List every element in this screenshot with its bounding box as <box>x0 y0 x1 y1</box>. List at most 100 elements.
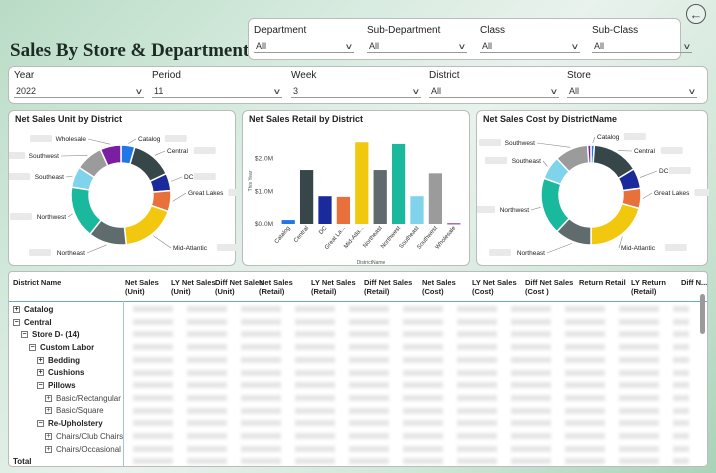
donut-label: Northeast <box>57 250 85 257</box>
collapse-icon[interactable]: − <box>21 331 28 339</box>
column-header[interactable]: LY Net Sales (Unit) <box>171 278 216 296</box>
slicer-dropdown[interactable]: 11 ∨ <box>152 85 282 98</box>
slicer-dropdown[interactable]: All ∨ <box>367 40 467 53</box>
slicer-store[interactable]: Store All ∨ <box>567 70 697 98</box>
expand-icon[interactable]: + <box>45 445 52 453</box>
x-axis-label: DistrictName <box>357 260 386 266</box>
slicer-week[interactable]: Week 3 ∨ <box>291 70 421 98</box>
slicer-class[interactable]: Class All ∨ <box>480 25 580 53</box>
slicer-department[interactable]: Department All ∨ <box>254 25 354 53</box>
chevron-down-icon: ∨ <box>344 41 354 51</box>
collapse-icon[interactable]: − <box>37 382 44 390</box>
column-header[interactable]: Net Sales (Cost) <box>422 278 456 296</box>
table-row[interactable]: Total <box>9 455 693 466</box>
row-label: Re-Upholstery <box>48 419 103 429</box>
donut-slice-wholesale[interactable] <box>99 144 122 167</box>
bar-southwest[interactable] <box>428 173 443 224</box>
bar-catalog[interactable] <box>281 220 295 224</box>
vertical-scrollbar[interactable] <box>700 294 705 334</box>
blurred-value <box>228 189 237 196</box>
slicer-dropdown[interactable]: 2022 ∨ <box>14 85 144 98</box>
table-row[interactable]: − Pillows <box>9 379 693 392</box>
donut-label: DC <box>659 168 669 175</box>
bar-northwest[interactable] <box>391 143 406 224</box>
expand-icon[interactable]: + <box>45 394 52 402</box>
chevron-down-icon: ∨ <box>272 86 282 96</box>
table-row[interactable]: + Chairs/Occasional <box>9 443 693 456</box>
bar-southeast[interactable] <box>410 196 424 224</box>
bar-wholesale[interactable] <box>447 223 461 225</box>
column-header[interactable]: Diff Net Sales (Retail) <box>364 278 413 296</box>
collapse-icon[interactable]: − <box>29 343 36 351</box>
leader-line <box>65 175 73 178</box>
row-label: Basic/Square <box>56 406 104 416</box>
back-arrow-icon[interactable]: ← <box>686 4 706 24</box>
column-header[interactable]: District Name <box>13 278 62 287</box>
table-row[interactable]: + Basic/Square <box>9 405 693 418</box>
table-row[interactable]: − Store D- (14) <box>9 328 693 341</box>
column-header[interactable]: LY Return (Retail) <box>631 278 667 296</box>
donut-slice-mid-atlantic[interactable] <box>590 202 641 246</box>
collapse-icon[interactable]: − <box>37 420 44 428</box>
column-header[interactable]: LY Net Sales (Retail) <box>311 278 356 296</box>
bar-dc[interactable] <box>318 196 332 224</box>
blurred-values <box>133 318 689 325</box>
expand-icon[interactable]: + <box>37 356 44 364</box>
table-row[interactable]: − Re-Upholstery <box>9 417 693 430</box>
slicer-dropdown[interactable]: All ∨ <box>480 40 580 53</box>
y-axis-label: This Year <box>248 170 254 191</box>
bar-northeast[interactable] <box>373 170 387 224</box>
bar-central[interactable] <box>299 170 314 224</box>
column-header[interactable]: Diff Net Sales (Unit) <box>215 278 264 296</box>
expand-icon[interactable]: + <box>45 407 52 415</box>
leader-line <box>171 176 183 182</box>
slicer-dropdown[interactable]: All ∨ <box>254 40 354 53</box>
slicer-dropdown[interactable]: 3 ∨ <box>291 85 421 98</box>
table-row[interactable]: − Central <box>9 316 693 329</box>
slicer-district[interactable]: District All ∨ <box>429 70 559 98</box>
slicer-sub-department[interactable]: Sub-Department All ∨ <box>367 25 467 53</box>
donut-slice-wholesale[interactable] <box>586 144 592 164</box>
donut-slice-northwest[interactable] <box>540 177 571 233</box>
column-header[interactable]: Return Retail <box>579 278 626 287</box>
donut-slice-mid-atlantic[interactable] <box>123 204 170 246</box>
net-sales-cost-donut: Catalog Central DC Great Lakes Mid-Atlantic N… <box>477 133 709 257</box>
blurred-value <box>485 157 507 164</box>
expand-icon[interactable]: + <box>45 432 52 440</box>
slicer-dropdown[interactable]: All ∨ <box>592 40 692 53</box>
leader-line <box>592 136 596 144</box>
table-row[interactable]: + Catalog <box>9 303 693 316</box>
slicer-year[interactable]: Year 2022 ∨ <box>14 70 144 98</box>
expand-icon[interactable]: + <box>13 305 20 313</box>
blurred-value <box>694 189 709 196</box>
slicer-period[interactable]: Period 11 ∨ <box>152 70 282 98</box>
leader-line <box>642 192 653 199</box>
column-header[interactable]: Diff N... <box>681 278 708 287</box>
donut-label: Northwest <box>500 207 529 214</box>
slicer-sub-class[interactable]: Sub-Class All ∨ <box>592 25 692 53</box>
collapse-icon[interactable]: − <box>13 318 20 326</box>
slicer-dropdown[interactable]: All ∨ <box>429 85 559 98</box>
slicer-dropdown[interactable]: All ∨ <box>567 85 697 98</box>
slicer-value: 2022 <box>16 86 37 96</box>
leader-line <box>536 142 571 148</box>
bar-great-lakes[interactable] <box>336 196 351 224</box>
table-row[interactable]: + Chairs/Club Chairs <box>9 430 693 443</box>
table-row[interactable]: + Bedding <box>9 354 693 367</box>
row-label: Chairs/Occasional <box>56 444 121 454</box>
table-row[interactable]: + Basic/Rectangular <box>9 392 693 405</box>
blurred-values <box>133 356 689 363</box>
table-row[interactable]: + Cushions <box>9 367 693 380</box>
column-header[interactable]: Net Sales (Retail) <box>259 278 293 296</box>
donut-label: DC <box>184 174 194 181</box>
column-header[interactable]: Diff Net Sales (Cost ) <box>525 278 574 296</box>
column-header[interactable]: LY Net Sales (Cost) <box>472 278 517 296</box>
bar-mid-atlantic[interactable] <box>355 142 369 224</box>
chevron-down-icon: ∨ <box>687 86 697 96</box>
column-header[interactable]: Net Sales (Unit) <box>125 278 159 296</box>
expand-icon[interactable]: + <box>37 369 44 377</box>
sales-matrix-table[interactable]: District Name Net Sales (Unit) LY Net Sale… <box>8 271 708 467</box>
leader-line <box>154 150 166 156</box>
chart-title: Net Sales Retail by District <box>249 114 364 124</box>
table-row[interactable]: − Custom Labor <box>9 341 693 354</box>
